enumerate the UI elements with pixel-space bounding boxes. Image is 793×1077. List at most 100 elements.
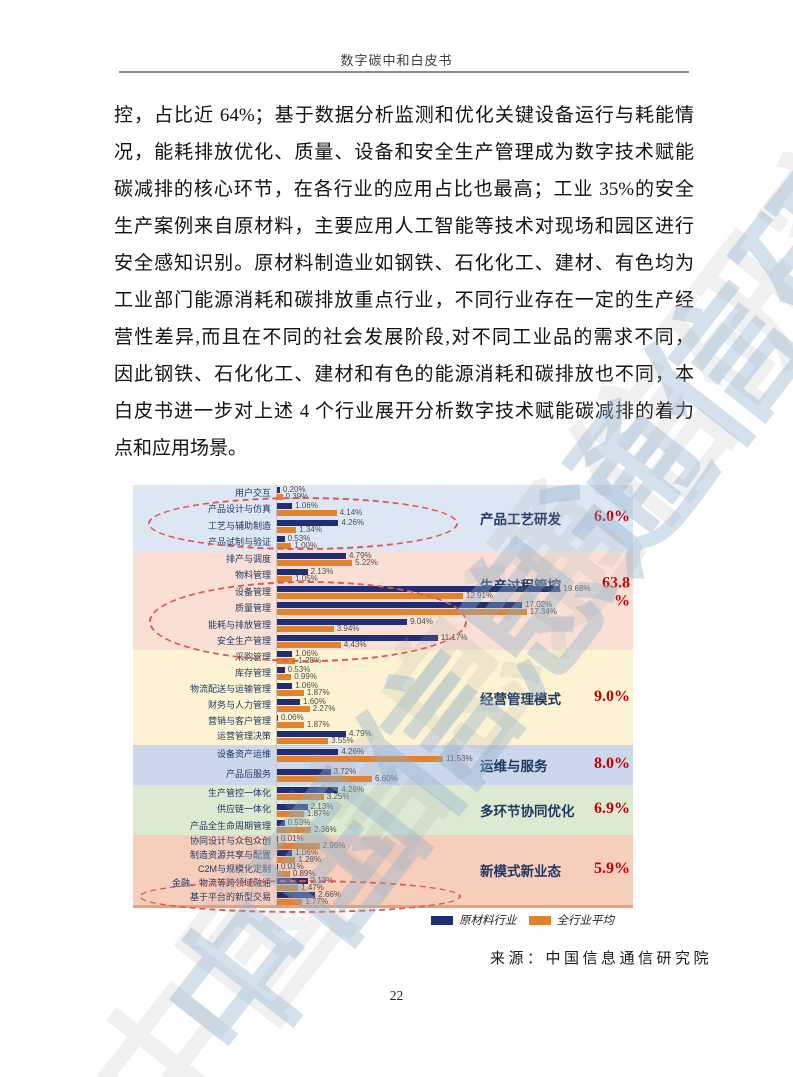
- bar-value-label: 0.20%: [282, 484, 306, 494]
- bar-line: 0.53%: [277, 819, 633, 827]
- bar-industry-average: [277, 870, 290, 877]
- chart-row-bars: 4.79% 5.22%: [276, 551, 633, 568]
- bar-value-label: 1.05%: [295, 574, 318, 584]
- chart-row-bars: 4.26% 11.53%: [276, 745, 633, 765]
- bar-raw-materials: [277, 698, 301, 705]
- chart-row-label: 设备资产运维: [216, 749, 271, 760]
- chart-row-bars: 2.13% 1.05%: [276, 567, 633, 584]
- bar-value-label: 1.06%: [295, 847, 318, 857]
- bar-line: 0.20%: [277, 484, 633, 494]
- chart-row-label: 库存管理: [234, 668, 271, 679]
- chart-row-bars: 3.72% 6.60%: [276, 765, 633, 785]
- bar-line: 1.06%: [277, 681, 633, 691]
- chart-row-bars: 1.06% 1.28%: [276, 847, 633, 863]
- legend-label: 全行业平均: [556, 915, 615, 927]
- chart-row-bars: 4.26% 3.25%: [276, 785, 633, 802]
- bar-raw-materials: [277, 683, 293, 690]
- bar-line: 4.79%: [277, 729, 633, 737]
- body-text-line: 碳减排的核心环节，在各行业的应用占比也最高；工业 35%的安全: [114, 179, 694, 200]
- bar-value-label: 1.87%: [306, 688, 330, 698]
- bar-raw-materials: [277, 849, 293, 856]
- bar-line: 1.06%: [277, 847, 633, 857]
- bar-industry-average: [277, 856, 296, 863]
- bar-value-label: 17.34%: [529, 607, 557, 617]
- bar-value-label: 2.13%: [310, 567, 334, 577]
- bar-value-label: 4.79%: [348, 550, 372, 560]
- chart-row-label: 产品后服务: [225, 769, 271, 780]
- bar-line: 1.28%: [277, 855, 633, 863]
- bar-raw-materials: [277, 786, 339, 793]
- chart-group-share: 5.9%: [594, 860, 630, 877]
- chart-row: C2M与规模化定制 0.01% 0.89%: [133, 862, 633, 877]
- bar-value-label: 1.87%: [306, 719, 330, 729]
- chart-row-bars: 1.06% 1.87%: [276, 682, 633, 698]
- bar-raw-materials: [277, 569, 308, 576]
- chart-group-name: 产品工艺研发: [480, 512, 561, 527]
- bar-line: 3.25%: [277, 791, 633, 801]
- bar-raw-materials: [277, 835, 278, 842]
- chart-row: 产品全生命周期管理 0.53% 2.36%: [133, 818, 633, 836]
- bar-value-label: 1.06%: [295, 681, 318, 691]
- chart-group-label: 多环节协同优化 6.9%: [480, 800, 630, 820]
- bar-line: 19.68%: [277, 584, 633, 592]
- chart-row-label: 供应链一体化: [216, 804, 271, 815]
- chart-row: 营销与客户管理 0.06% 1.87%: [133, 712, 633, 730]
- bar-line: 2.96%: [277, 841, 633, 849]
- bar-line: 0.53%: [277, 666, 633, 674]
- chart-group-label: 生产过程管控 63.8 %: [480, 574, 630, 611]
- bar-industry-average: [277, 690, 304, 697]
- chart-row-bars: 0.01% 2.96%: [276, 833, 633, 849]
- chart-row: 生产管控一体化 4.26% 3.25%: [133, 785, 633, 802]
- chart-group-name: 生产过程管控: [480, 578, 561, 594]
- body-text-line: 生产案例来自原材料，主要应用人工智能等技术对现场和园区进行: [114, 216, 694, 237]
- bar-line: 0.89%: [277, 869, 633, 877]
- red-dashed-ellipse: [149, 581, 467, 662]
- bar-raw-materials: [277, 585, 561, 592]
- body-text-line: 安全感知识别。原材料制造业如钢铁、石化化工、建材、有色均为: [114, 253, 694, 274]
- bar-value-label: 17.02%: [525, 600, 553, 610]
- bar-line: 1.87%: [277, 809, 633, 817]
- red-dashed-ellipse: [148, 497, 458, 550]
- bar-line: 0.01%: [277, 862, 633, 870]
- bar-value-label: 2.36%: [313, 825, 337, 835]
- bar-value-label: 6.60%: [375, 773, 398, 783]
- chart-row-label: C2M与规模化定制: [197, 864, 271, 875]
- chart-row-bars: 0.06% 1.87%: [276, 712, 633, 730]
- bar-line: 4.79%: [277, 550, 633, 560]
- bar-industry-average: [277, 576, 293, 583]
- chart-row: 制造资源共享与配置 1.06% 1.28%: [133, 847, 633, 863]
- bar-line: 1.05%: [277, 574, 633, 584]
- chart-row: 库存管理 0.53% 0.99%: [133, 666, 633, 682]
- legend-label: 原材料行业: [459, 915, 517, 927]
- bar-value-label: 0.06%: [281, 712, 304, 722]
- body-text-line: 点和应用场景。: [114, 438, 248, 459]
- bar-raw-materials: [277, 820, 285, 827]
- bar-value-label: 0.99%: [294, 672, 317, 682]
- bar-line: 3.72%: [277, 767, 633, 775]
- bar-industry-average: [277, 810, 304, 817]
- bar-line: 3.55%: [277, 736, 633, 744]
- chart-row-label: 生产管控一体化: [207, 787, 271, 798]
- chart-group-label: 运维与服务 8.0%: [480, 755, 630, 775]
- chart-row-label: 产品全生命周期管理: [189, 820, 271, 831]
- chart-row-label: 物料管理: [234, 570, 271, 581]
- chart-group-share: 6.0%: [594, 508, 630, 525]
- chart-group-share: 63.8 %: [602, 574, 630, 610]
- body-text-line: 白皮书进一步对上述 4 个行业展开分析数字技术赋能碳减排的着力: [114, 401, 694, 422]
- bar-value-label: 0.01%: [281, 833, 304, 843]
- chart: 用户交互 0.20% 0.39% 产品设计与仿真 1.06% 4.14% 工艺与辅助制造 4.…: [133, 484, 633, 913]
- body-text-line: 况，能耗排放优化、质量、设备和安全生产管理成为数字技术赋能: [114, 142, 694, 163]
- chart-row-bars: 1.60% 2.27%: [276, 696, 633, 714]
- legend-swatch-industry-average: [528, 915, 551, 925]
- chart-row-label: 营销与客户管理: [207, 715, 271, 726]
- bar-industry-average: [277, 721, 304, 728]
- body-text-line: 控，占比近 64%；基于数据分析监测和优化关键设备运行与耗能情: [114, 105, 694, 126]
- chart-band: 采购管理 1.06% 1.28% 库存管理 0.53% 0.99% 物流配送与运输管理 1.0…: [133, 650, 633, 745]
- chart-row-bars: 0.53% 2.36%: [276, 818, 633, 836]
- bar-value-label: 3.25%: [326, 791, 350, 801]
- bar-industry-average: [277, 737, 329, 744]
- chart-row-bars: 0.53% 0.99%: [276, 666, 633, 682]
- bar-value-label: 1.60%: [303, 696, 326, 706]
- bar-line: 0.99%: [277, 672, 633, 682]
- bar-industry-average: [277, 705, 310, 712]
